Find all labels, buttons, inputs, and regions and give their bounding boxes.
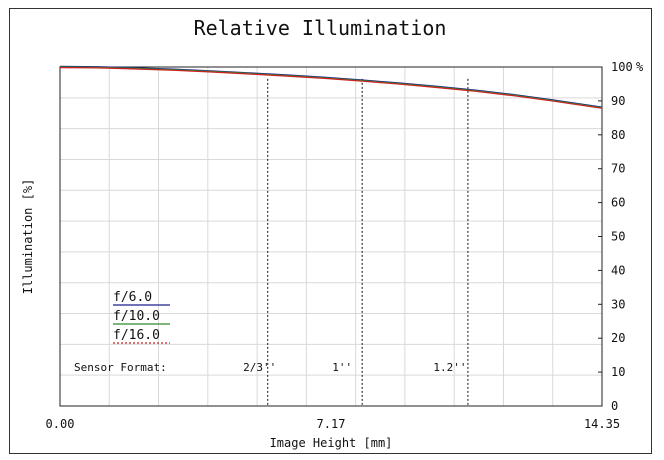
chart-frame: Relative Illumination 0.00 7.17 14.35 0 10 2… (9, 8, 652, 454)
x-tick-label: 0.00 (46, 417, 75, 431)
y-axis-label: Illumination [%] (21, 179, 35, 295)
series-line-f/16.0 (59, 67, 603, 109)
legend-label: f/6.0 (113, 290, 152, 305)
relative-illumination-chart: Relative Illumination 0.00 7.17 14.35 0 10 2… (21, 16, 644, 450)
y-tick-label: 40 (611, 263, 625, 277)
legend: f/6.0 f/10.0 f/16.0 (113, 290, 170, 344)
y-tick-labels: 0 10 20 30 40 50 60 70 80 90 100 (598, 60, 633, 413)
x-tick-labels: 0.00 7.17 14.35 (46, 417, 621, 431)
y-tick-label: 100 (611, 60, 633, 74)
sensor-format-marker-label: 2/3'' (243, 361, 276, 374)
y-tick-label: 80 (611, 128, 625, 142)
y-tick-label: 30 (611, 297, 625, 311)
sensor-format-label: Sensor Format: (74, 361, 167, 374)
legend-label: f/10.0 (113, 309, 160, 324)
y-unit-label: % (636, 60, 644, 74)
x-tick-label: 14.35 (584, 417, 620, 431)
sensor-format-lines (267, 78, 469, 406)
y-tick-label: 70 (611, 162, 625, 176)
sensor-format-markers: 2/3'' 1'' 1.2'' (243, 361, 466, 374)
legend-label: f/16.0 (113, 328, 160, 343)
series-layer (59, 65, 603, 109)
series-line-f/10.0 (59, 66, 603, 109)
y-tick-label: 90 (611, 94, 625, 108)
x-tick-label: 7.17 (317, 417, 346, 431)
y-tick-label: 10 (611, 365, 625, 379)
sensor-format-marker-label: 1'' (332, 361, 352, 374)
series-line-f/6.0 (59, 65, 603, 108)
x-axis-label: Image Height [mm] (270, 436, 393, 450)
y-tick-label: 60 (611, 196, 625, 210)
chart-title: Relative Illumination (194, 16, 447, 40)
grid (60, 67, 602, 406)
sensor-format-marker-label: 1.2'' (433, 361, 466, 374)
y-tick-label: 0 (611, 399, 618, 413)
y-tick-label: 20 (611, 331, 625, 345)
plot-area (59, 66, 603, 407)
y-tick-label: 50 (611, 230, 625, 244)
